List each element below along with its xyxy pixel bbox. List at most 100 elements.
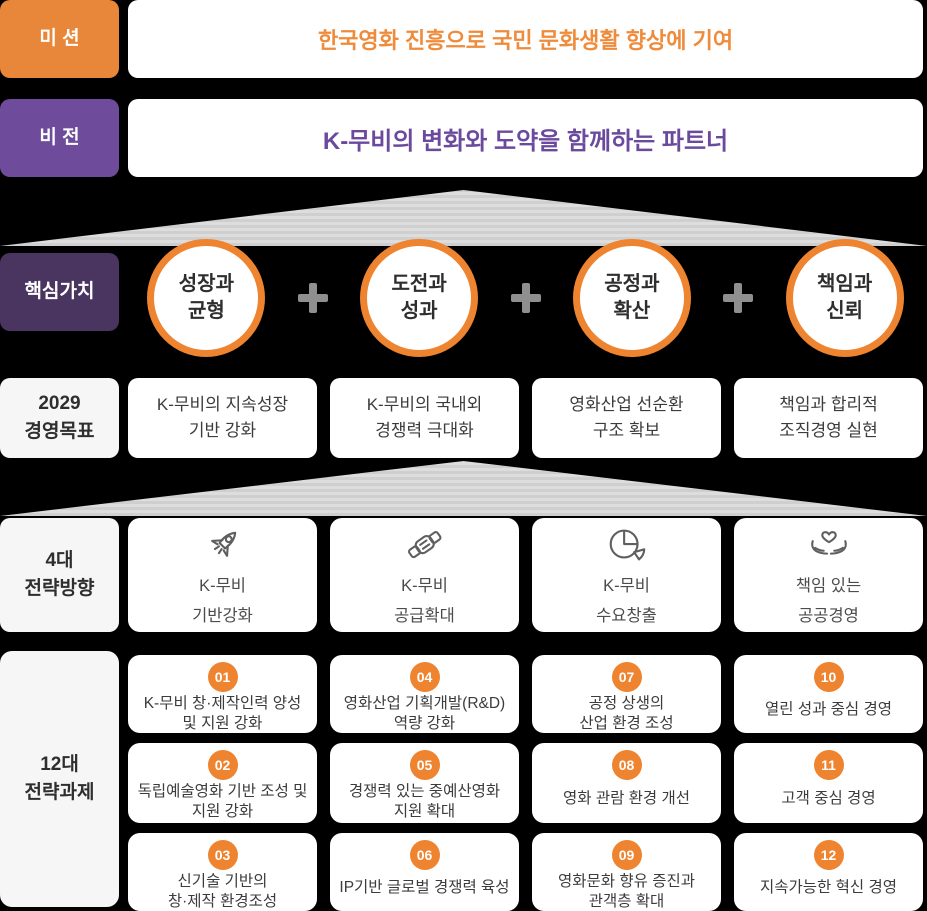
task-text: IP기반 글로벌 경쟁력 육성	[339, 879, 510, 897]
direction-text: K-무비	[603, 576, 650, 595]
task-box-05: 05 경쟁력 있는 중예산영화 지원 확대	[330, 743, 519, 823]
vision-statement: K-무비의 변화와 도약을 함께하는 파트너	[128, 99, 923, 177]
core-value-text: 도전과	[391, 273, 447, 295]
task-number-badge: 02	[207, 750, 238, 780]
task-box-09: 09 영화문화 향유 증진과 관객층 확대	[532, 833, 721, 911]
plus-icon	[297, 283, 328, 313]
task-box-03: 03 신기술 기반의 창·제작 환경조성	[128, 833, 317, 911]
task-box-04: 04 영화산업 기획개발(R&D) 역량 강화	[330, 655, 519, 733]
mission-statement-text: 한국영화 진흥으로 국민 문화생활 향상에 기여	[317, 28, 734, 53]
task-box-12: 12 지속가능한 혁신 경영	[734, 833, 923, 911]
task-text: 고객 중심 경영	[781, 790, 876, 808]
goal-box: 책임과 합리적 조직경영 실현	[734, 378, 923, 458]
core-value-text: 책임과	[817, 273, 873, 295]
task-number-badge: 12	[813, 840, 844, 870]
core-value-circle: 도전과 성과	[360, 239, 479, 357]
core-values-row: 성장과 균형 도전과 성과 공정과 확산 책임과 신뢰	[128, 238, 923, 358]
task-text: 열린 성과 중심 경영	[765, 701, 892, 719]
task-number-badge: 05	[409, 750, 440, 780]
task-number-badge: 08	[611, 750, 642, 780]
funnel-divider-bottom	[0, 461, 927, 516]
task-number-badge: 04	[409, 662, 440, 692]
task-text: K-무비 창·제작인력 양성 및 지원 강화	[143, 695, 302, 733]
tasks-column-3: 07 공정 상생의 산업 환경 조성 08 영화 관람 환경 개선 09 영화문…	[532, 655, 721, 911]
mission-label: 미 션	[0, 0, 119, 78]
task-box-02: 02 독립예술영화 기반 조성 및 지원 강화	[128, 743, 317, 823]
task-text: 신기술 기반의 창·제작 환경조성	[167, 873, 278, 911]
core-values-label: 핵심가치	[0, 253, 119, 331]
tasks-column-1: 01 K-무비 창·제작인력 양성 및 지원 강화 02 독립예술영화 기반 조…	[128, 655, 317, 911]
goal-box: K-무비의 지속성장 기반 강화	[128, 378, 317, 458]
core-value-item: 성장과 균형	[128, 239, 285, 357]
direction-box: K-무비 기반강화	[128, 518, 317, 632]
core-value-item: 책임과 신뢰	[766, 239, 923, 357]
core-value-circle: 성장과 균형	[147, 239, 266, 357]
task-number-badge: 01	[207, 662, 238, 692]
core-value-circle: 공정과 확산	[572, 239, 691, 357]
directions-label: 4대 전략방향	[0, 518, 119, 632]
tasks-grid: 01 K-무비 창·제작인력 양성 및 지원 강화 02 독립예술영화 기반 조…	[128, 655, 923, 911]
tasks-column-2: 04 영화산업 기획개발(R&D) 역량 강화 05 경쟁력 있는 중예산영화 …	[330, 655, 519, 911]
goals-2029-label: 2029 경영목표	[0, 378, 119, 458]
plus-separator	[510, 283, 541, 313]
task-box-06: 06 IP기반 글로벌 경쟁력 육성	[330, 833, 519, 911]
task-number-badge: 06	[409, 840, 440, 870]
task-text: 영화산업 기획개발(R&D) 역량 강화	[343, 695, 506, 733]
tasks-column-4: 10 열린 성과 중심 경영 11 고객 중심 경영 12 지속가능한 혁신 경…	[734, 655, 923, 911]
handshake-icon	[402, 522, 448, 568]
task-box-07: 07 공정 상생의 산업 환경 조성	[532, 655, 721, 733]
vision-label-text: 비 전	[39, 127, 80, 149]
core-value-item: 도전과 성과	[341, 239, 498, 357]
core-value-text: 공정과	[604, 273, 660, 295]
plus-separator	[723, 283, 754, 313]
tasks-label: 12대 전략과제	[0, 651, 119, 907]
vision-label: 비 전	[0, 99, 119, 177]
task-text: 경쟁력 있는 중예산영화 지원 확대	[348, 783, 501, 821]
task-number-badge: 03	[207, 840, 238, 870]
hands-heart-icon	[806, 522, 852, 568]
task-text: 지속가능한 혁신 경영	[760, 879, 897, 897]
mission-label-text: 미 션	[39, 28, 80, 50]
goal-text: K-무비의 지속성장	[156, 394, 289, 414]
plus-icon	[510, 283, 541, 313]
directions-label-text: 4대	[45, 550, 74, 572]
direction-box: K-무비 수요창출	[532, 518, 721, 632]
task-text: 공정 상생의 산업 환경 조성	[579, 695, 674, 733]
goal-box: K-무비의 국내외 경쟁력 극대화	[330, 378, 519, 458]
core-value-item: 공정과 확산	[554, 239, 711, 357]
goal-text: 책임과 합리적	[779, 394, 878, 414]
task-box-11: 11 고객 중심 경영	[734, 743, 923, 823]
tasks-label-text: 12대	[40, 754, 79, 776]
direction-box: 책임 있는 공공경영	[734, 518, 923, 632]
core-value-circle: 책임과 신뢰	[785, 239, 904, 357]
task-text: 독립예술영화 기반 조성 및 지원 강화	[137, 783, 308, 821]
core-value-text: 성장과	[178, 273, 234, 295]
goal-box: 영화산업 선순환 구조 확보	[532, 378, 721, 458]
task-number-badge: 09	[611, 840, 642, 870]
vision-statement-text: K-무비의 변화와 도약을 함께하는 파트너	[322, 127, 729, 155]
task-box-01: 01 K-무비 창·제작인력 양성 및 지원 강화	[128, 655, 317, 733]
task-number-badge: 11	[813, 750, 844, 780]
direction-text: K-무비	[401, 576, 448, 595]
goals-2029-row: K-무비의 지속성장 기반 강화 K-무비의 국내외 경쟁력 극대화 영화산업 …	[128, 378, 923, 458]
task-text: 영화 관람 환경 개선	[563, 790, 690, 808]
goal-text: K-무비의 국내외	[366, 394, 483, 414]
directions-row: K-무비 기반강화 K-무비 공급확대	[128, 518, 923, 632]
task-number-badge: 10	[813, 662, 844, 692]
task-box-08: 08 영화 관람 환경 개선	[532, 743, 721, 823]
rocket-icon	[200, 522, 246, 568]
goals-2029-label-text: 2029	[38, 393, 81, 415]
direction-text: 책임 있는	[795, 576, 862, 595]
pie-chart-icon	[604, 522, 650, 568]
task-number-badge: 07	[611, 662, 642, 692]
plus-icon	[723, 283, 754, 313]
direction-text: K-무비	[199, 576, 246, 595]
task-text: 영화문화 향유 증진과 관객층 확대	[558, 873, 695, 911]
plus-separator	[297, 283, 328, 313]
core-values-label-text: 핵심가치	[24, 281, 95, 303]
mission-statement: 한국영화 진흥으로 국민 문화생활 향상에 기여	[128, 0, 923, 78]
goal-text: 영화산업 선순환	[569, 394, 684, 414]
direction-box: K-무비 공급확대	[330, 518, 519, 632]
task-box-10: 10 열린 성과 중심 경영	[734, 655, 923, 733]
